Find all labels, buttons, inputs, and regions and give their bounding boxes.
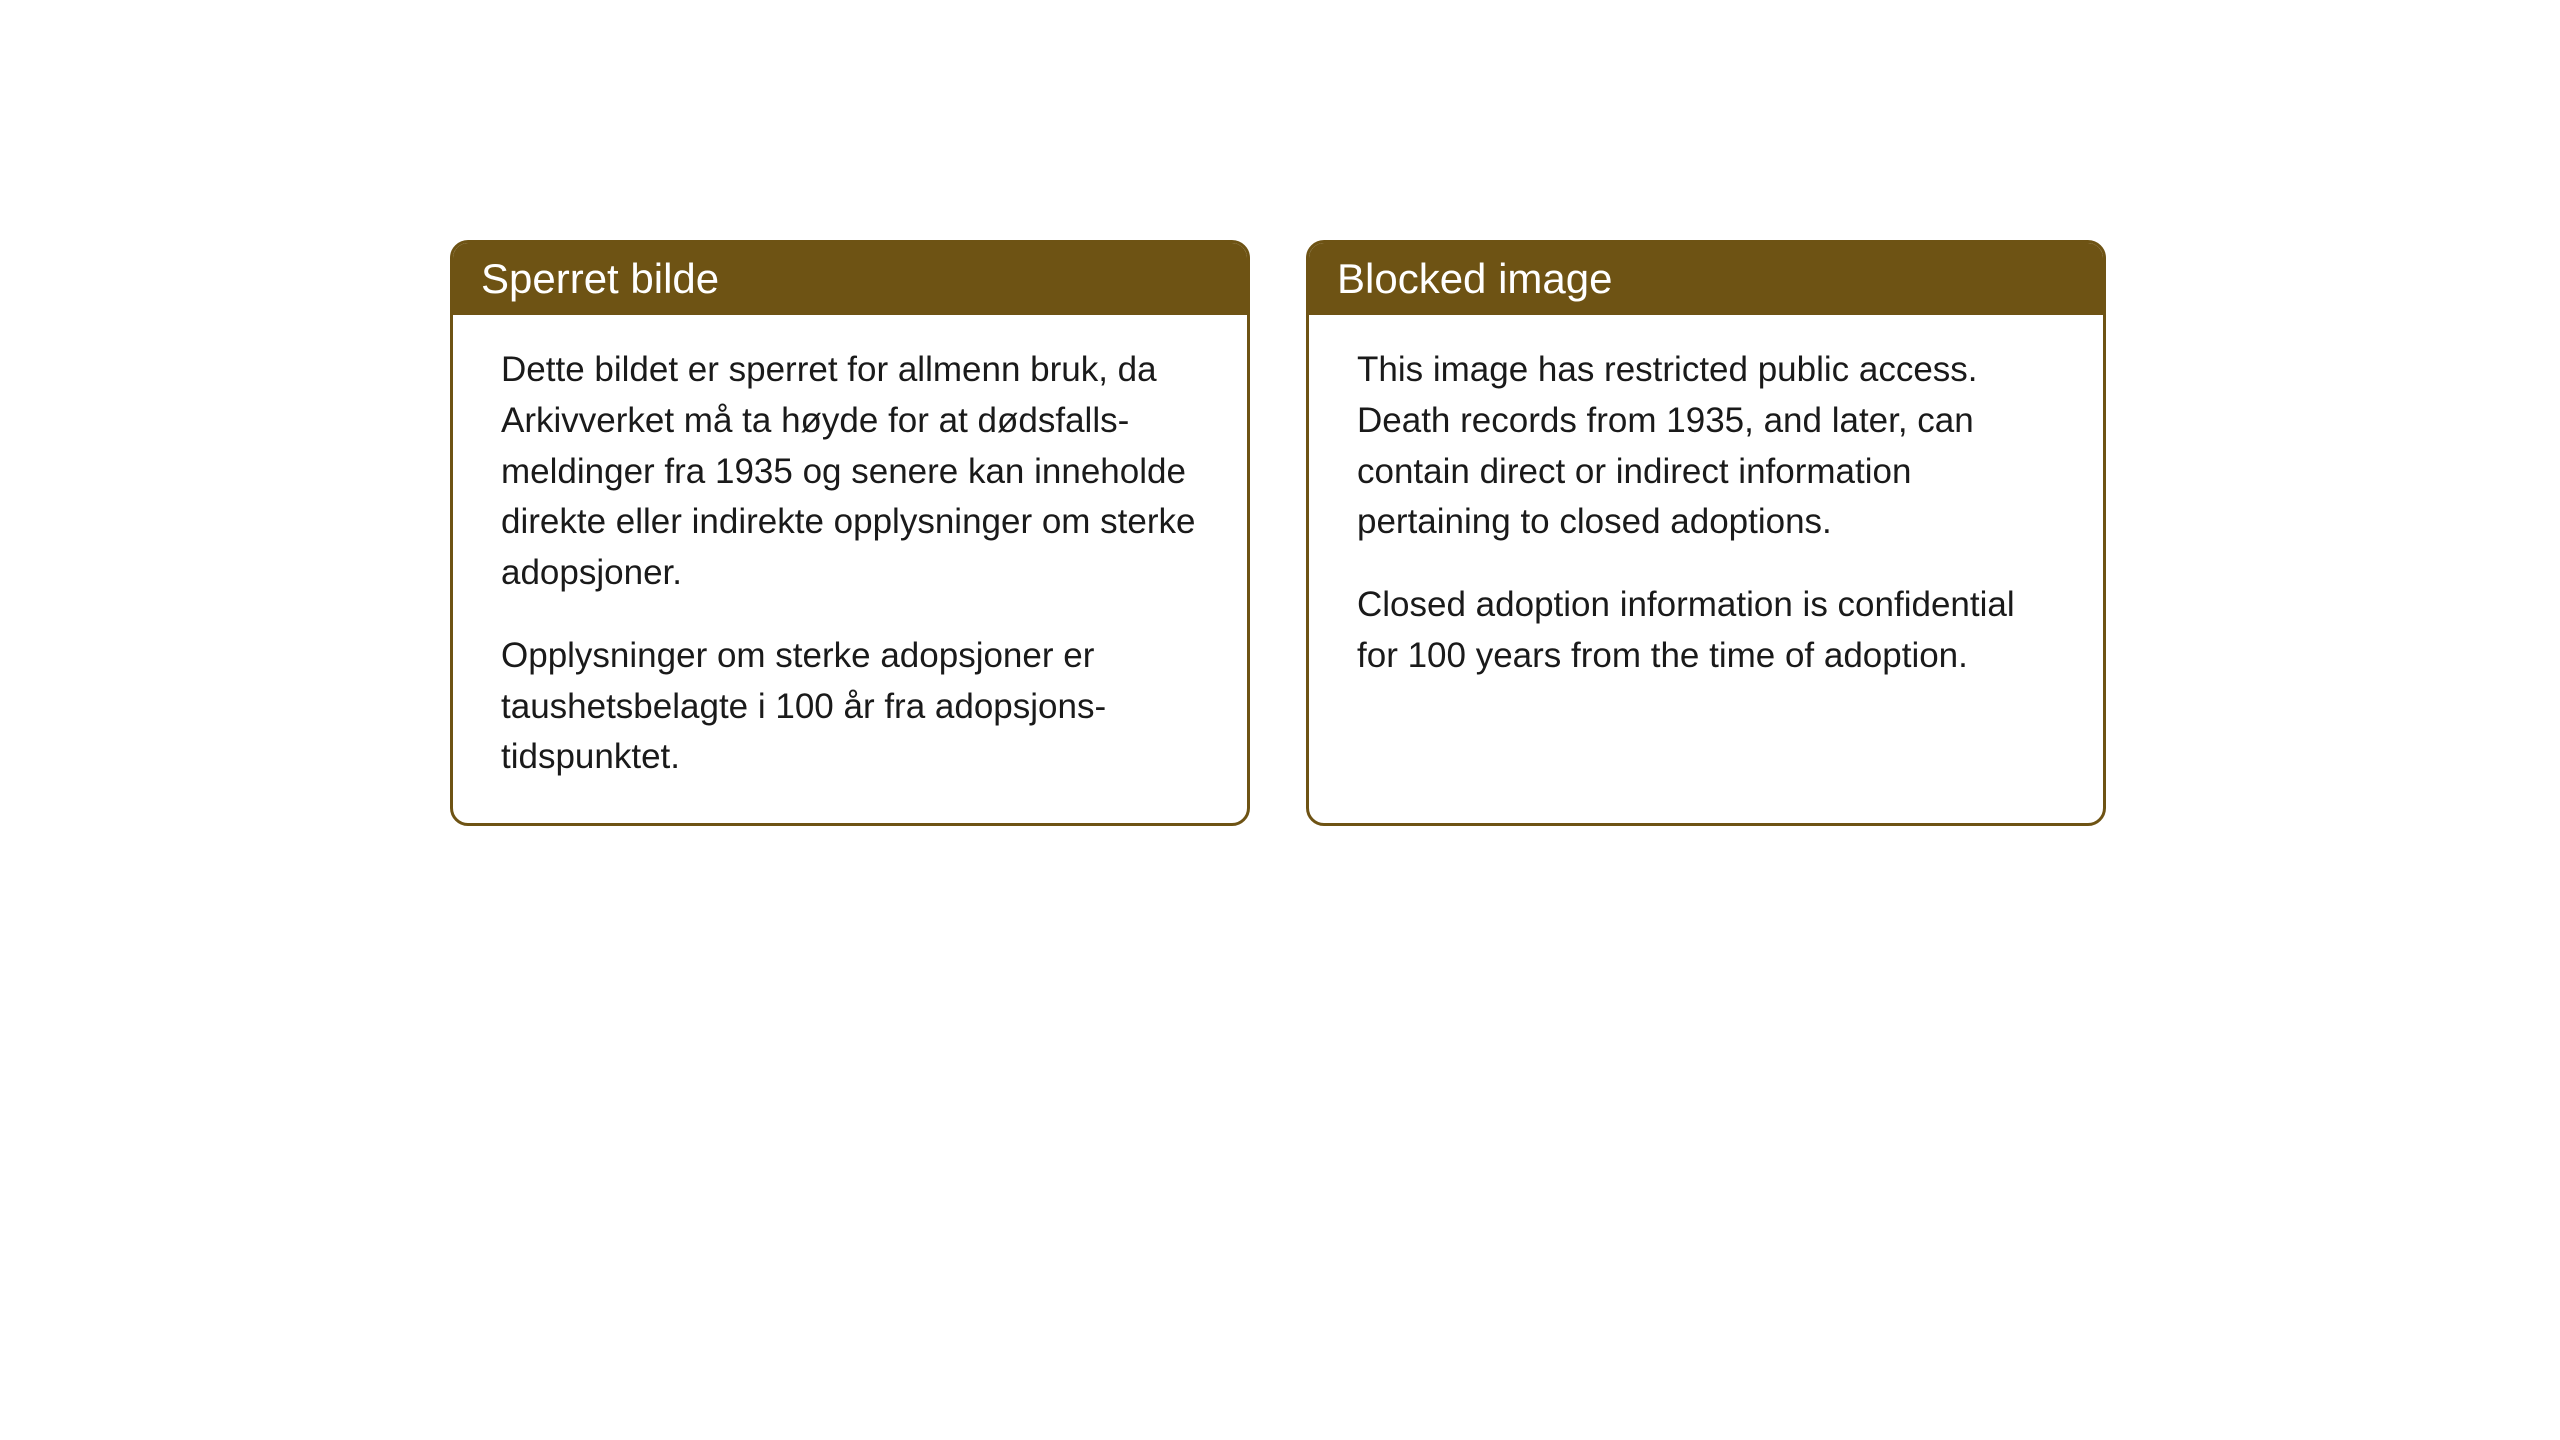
notice-container: Sperret bilde Dette bildet er sperret fo…	[450, 240, 2106, 826]
card-title-norwegian: Sperret bilde	[481, 255, 719, 302]
card-paragraph-2-english: Closed adoption information is confident…	[1357, 580, 2055, 682]
card-header-norwegian: Sperret bilde	[453, 243, 1247, 315]
card-paragraph-1-norwegian: Dette bildet er sperret for allmenn bruk…	[501, 345, 1199, 599]
card-paragraph-1-english: This image has restricted public access.…	[1357, 345, 2055, 548]
notice-card-norwegian: Sperret bilde Dette bildet er sperret fo…	[450, 240, 1250, 826]
notice-card-english: Blocked image This image has restricted …	[1306, 240, 2106, 826]
card-paragraph-2-norwegian: Opplysninger om sterke adopsjoner er tau…	[501, 631, 1199, 783]
card-body-english: This image has restricted public access.…	[1309, 315, 2103, 760]
card-header-english: Blocked image	[1309, 243, 2103, 315]
card-title-english: Blocked image	[1337, 255, 1612, 302]
card-body-norwegian: Dette bildet er sperret for allmenn bruk…	[453, 315, 1247, 823]
